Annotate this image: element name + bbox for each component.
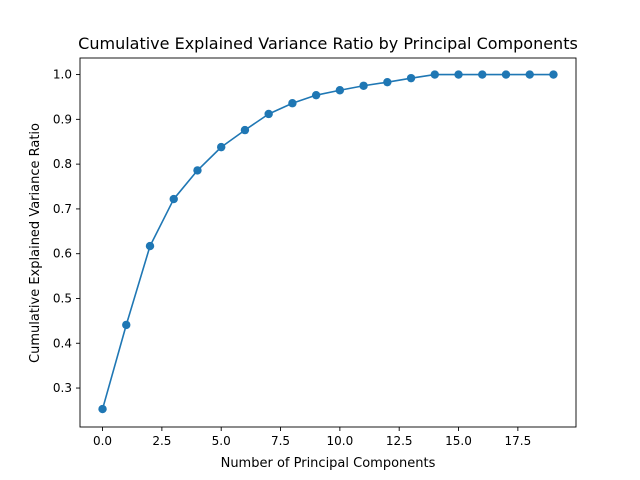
data-point: [406, 73, 416, 83]
x-tick-label: 5.0: [212, 434, 231, 448]
data-point: [217, 142, 226, 152]
series-layer: [98, 70, 558, 414]
data-point: [169, 194, 178, 204]
x-tick-label: 0.0: [93, 434, 112, 448]
data-point: [193, 166, 202, 175]
data-point: [98, 404, 107, 414]
y-axis-label: Cumulative Explained Variance Ratio: [28, 123, 43, 363]
data-point: [288, 99, 297, 108]
x-tick-label: 10.0: [327, 434, 354, 448]
data-point: [145, 241, 155, 251]
data-point: [454, 70, 463, 79]
axes-frame: [79, 57, 577, 428]
chart-title: Cumulative Explained Variance Ratio by P…: [78, 34, 578, 53]
data-point: [311, 90, 321, 100]
y-tick-label: 0.4: [53, 336, 72, 350]
data-point: [359, 81, 368, 90]
data-point: [383, 77, 392, 87]
x-tick-label: 12.5: [386, 434, 413, 448]
x-axis-ticks: 0.0 2.5 5.0 7.5 10.0 12.5 15.0 17.5: [93, 427, 531, 448]
data-point: [430, 70, 439, 79]
x-axis-label: Number of Principal Components: [221, 456, 436, 471]
data-point: [549, 70, 558, 79]
x-tick-label: 2.5: [152, 434, 171, 448]
y-axis-ticks: 0.3 0.4 0.5 0.6 0.7 0.8 0.9 1.0: [53, 68, 80, 395]
x-tick-label: 7.5: [271, 434, 290, 448]
plot-area: [79, 57, 577, 428]
data-point: [264, 109, 273, 119]
y-tick-label: 0.6: [53, 247, 72, 261]
data-point: [478, 70, 487, 79]
y-tick-label: 0.5: [53, 291, 72, 305]
data-point: [122, 320, 131, 330]
data-point: [525, 70, 534, 79]
y-tick-label: 0.3: [53, 381, 72, 395]
data-point: [501, 70, 511, 79]
y-tick-label: 1.0: [53, 68, 72, 82]
data-point: [240, 125, 250, 135]
data-point: [335, 86, 345, 95]
y-tick-label: 0.7: [53, 202, 72, 216]
x-tick-label: 15.0: [445, 434, 472, 448]
y-tick-label: 0.8: [53, 157, 72, 171]
y-tick-label: 0.9: [53, 112, 72, 126]
x-tick-label: 17.5: [504, 434, 531, 448]
